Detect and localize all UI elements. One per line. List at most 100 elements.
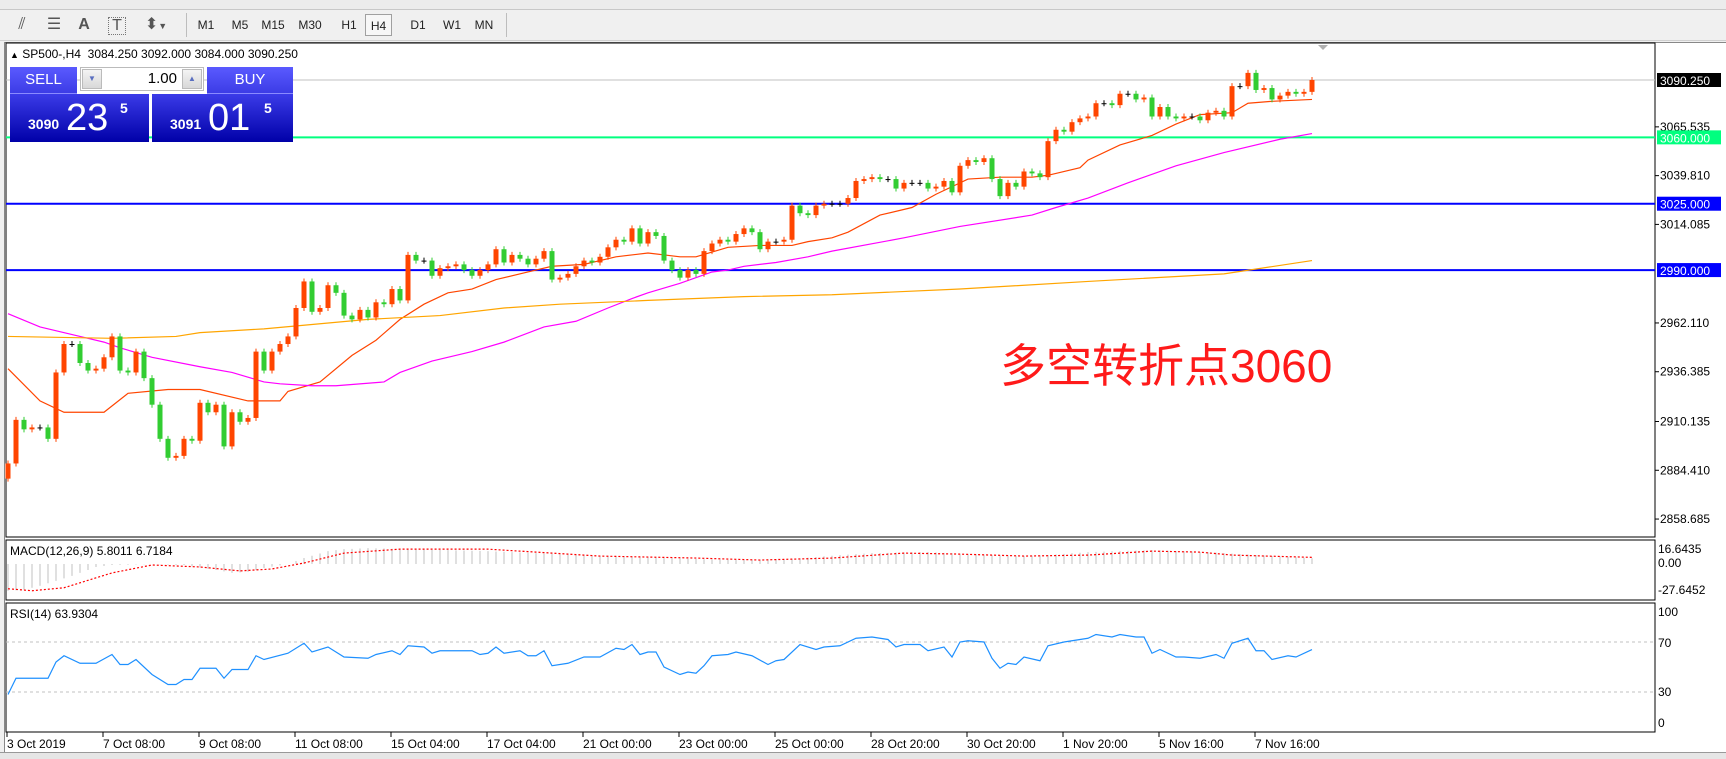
candle-body — [597, 256, 603, 263]
text-icon[interactable]: A — [78, 16, 90, 33]
candle — [1253, 69, 1259, 93]
lot-size-field[interactable]: ▼ 1.00 ▲ — [80, 67, 204, 91]
fibonacci-expansion-icon[interactable]: ⫽ — [18, 16, 26, 33]
candle-body — [301, 281, 307, 308]
candle-body — [805, 213, 811, 216]
candle-body — [869, 177, 875, 180]
candle — [493, 246, 499, 268]
time-axis-label: 11 Oct 08:00 — [295, 737, 363, 751]
text-label-icon[interactable]: T — [108, 17, 126, 35]
candle-body — [957, 165, 963, 193]
drawing-toolbar: ⫽ ☰ A T ⬍▼ M1 M5 M15 M30 H1 H4 D1 W1 MN — [0, 10, 1726, 41]
candle-body — [261, 351, 267, 371]
buy-button[interactable]: BUY — [207, 67, 293, 94]
candle — [925, 179, 931, 192]
candle — [501, 246, 507, 266]
sell-price-box[interactable]: 3090 23 5 — [10, 94, 149, 142]
candle — [389, 286, 395, 308]
candle — [885, 176, 891, 183]
candle-body — [637, 228, 643, 244]
timeframe-h1[interactable]: H1 — [341, 18, 357, 32]
candle-body — [493, 249, 499, 265]
price-axis-label: 3014.085 — [1660, 217, 1710, 231]
lot-increase-button[interactable]: ▲ — [182, 69, 202, 89]
candle-body — [717, 239, 723, 244]
lot-decrease-button[interactable]: ▼ — [82, 69, 102, 89]
price-line-label-bg — [1657, 263, 1721, 278]
candle-body — [205, 402, 211, 413]
time-axis-label: 23 Oct 00:00 — [679, 737, 748, 751]
chart-window[interactable] — [4, 42, 1726, 755]
arrows-dropdown-icon[interactable]: ⬍▼ — [138, 14, 174, 36]
candle-body — [525, 258, 531, 265]
time-axis-label: 30 Oct 20:00 — [967, 737, 1036, 751]
candle — [413, 251, 419, 264]
price-line-label: 3060.000 — [1660, 131, 1710, 145]
candle-body — [1149, 97, 1155, 117]
candle — [485, 261, 491, 274]
candle — [637, 225, 643, 247]
candle — [909, 179, 915, 186]
candle — [1061, 126, 1067, 135]
candle-body — [877, 177, 883, 180]
timeframe-m15[interactable]: M15 — [261, 18, 285, 32]
candle — [349, 312, 355, 323]
candle — [245, 414, 251, 425]
candle — [789, 202, 795, 243]
candle — [1277, 92, 1283, 103]
candle-body — [61, 344, 67, 373]
candle — [13, 416, 19, 467]
macd-axis-label: 0.00 — [1658, 556, 1682, 570]
candle — [117, 333, 123, 374]
candle-body — [1245, 72, 1251, 87]
candle — [1157, 104, 1163, 120]
buy-price-box[interactable]: 3091 01 5 — [152, 94, 293, 142]
timeframe-w1[interactable]: W1 — [443, 18, 461, 32]
candle — [933, 183, 939, 192]
candle-body — [909, 182, 915, 184]
fibonacci-fan-icon[interactable]: ☰ — [46, 16, 62, 33]
candle — [1021, 168, 1027, 190]
candle-body — [965, 160, 971, 166]
rsi-axis-label: 30 — [1658, 685, 1672, 699]
candle — [1229, 83, 1235, 120]
candle — [397, 286, 403, 304]
candle — [29, 424, 35, 433]
candle — [573, 263, 579, 277]
candle-body — [1133, 93, 1139, 100]
candle-body — [1229, 86, 1235, 117]
candle — [173, 452, 179, 461]
price-axis-label: 2910.135 — [1660, 414, 1710, 428]
timeframe-d1[interactable]: D1 — [410, 18, 426, 32]
buy-price-prefix: 3091 — [170, 116, 202, 132]
timeframe-m5[interactable]: M5 — [231, 18, 249, 32]
timeframe-m30[interactable]: M30 — [298, 18, 322, 32]
timeframe-m1[interactable]: M1 — [197, 18, 215, 32]
candle — [453, 261, 459, 270]
candle — [405, 251, 411, 304]
candle — [541, 248, 547, 262]
candle-body — [565, 273, 571, 278]
candle-body — [949, 180, 955, 193]
candle-body — [773, 241, 779, 243]
candle — [93, 365, 99, 374]
time-axis-label: 1 Nov 20:00 — [1063, 737, 1128, 751]
candle-body — [1053, 129, 1059, 142]
candle — [317, 304, 323, 315]
sell-button[interactable]: SELL — [10, 67, 77, 94]
candle — [677, 267, 683, 281]
candle — [693, 267, 699, 277]
lot-size-value[interactable]: 1.00 — [147, 70, 177, 87]
candle-body — [1005, 182, 1011, 197]
candle — [301, 278, 307, 311]
candle — [253, 348, 259, 421]
timeframe-h4[interactable]: H4 — [365, 14, 392, 36]
sell-price-big: 23 — [66, 97, 109, 139]
timeframe-mn[interactable]: MN — [474, 18, 494, 32]
candle-body — [477, 270, 483, 276]
macd-axis-label: -27.6452 — [1658, 583, 1706, 597]
candle — [1237, 83, 1243, 90]
chart-tabs-bar[interactable] — [0, 752, 1726, 759]
candle-body — [997, 179, 1003, 197]
